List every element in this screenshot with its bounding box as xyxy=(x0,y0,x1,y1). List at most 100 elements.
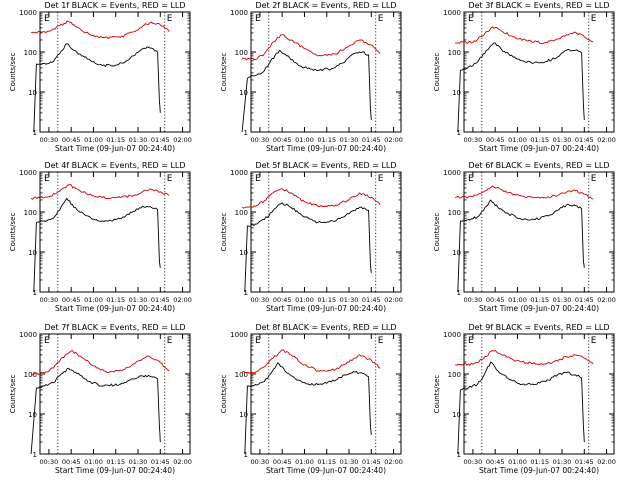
y-tick-label: 100 xyxy=(235,209,248,217)
plot-frame xyxy=(250,333,402,455)
y-tick-label: 10 xyxy=(239,411,248,419)
y-tick-label: 1 xyxy=(33,451,37,459)
x-axis-label: Start Time (09-Jun-07 00:24:40) xyxy=(266,144,386,153)
y-tick-label: 100 xyxy=(235,49,248,57)
detector-panel: Det 3f BLACK = Events, RED = LLD 1 10 100 10… xyxy=(433,1,616,153)
x-axis-label: Start Time (09-Jun-07 00:24:40) xyxy=(479,466,599,475)
y-tick-label: 100 xyxy=(235,371,248,379)
y-tick-label: 100 xyxy=(448,371,461,379)
x-tick-label: 00:45 xyxy=(273,458,292,466)
x-tick-label: 01:30 xyxy=(129,136,148,144)
x-tick-label: 00:30 xyxy=(464,458,483,466)
x-tick-label: 01:45 xyxy=(151,136,170,144)
interval-marker-label: E xyxy=(378,336,384,346)
y-tick-label: 10 xyxy=(28,411,37,419)
series-line xyxy=(457,199,585,293)
y-axis-label: Counts/sec xyxy=(433,375,441,414)
interval-marker-label: E xyxy=(591,174,597,184)
y-tick-label: 100 xyxy=(24,371,37,379)
interval-marker-label: E xyxy=(468,14,474,24)
x-tick-label: 00:30 xyxy=(40,296,59,304)
series-line xyxy=(30,350,170,376)
y-axis-label: Counts/sec xyxy=(9,375,17,414)
y-tick-label: 1 xyxy=(244,451,248,459)
x-tick-label: 01:45 xyxy=(362,136,381,144)
x-tick-label: 01:00 xyxy=(295,458,314,466)
interval-marker-label: E xyxy=(167,14,173,24)
x-tick-label: 01:30 xyxy=(553,458,572,466)
panel-title: Det 6f BLACK = Events, RED = LLD xyxy=(468,161,609,170)
series-line xyxy=(244,362,372,455)
interval-marker-label: E xyxy=(591,336,597,346)
series-line xyxy=(457,361,585,455)
plot-frame xyxy=(463,11,615,133)
plot-frame xyxy=(39,11,191,133)
y-tick-label: 10 xyxy=(452,89,461,97)
x-axis-label: Start Time (09-Jun-07 00:24:40) xyxy=(55,304,175,313)
plot-frame xyxy=(463,171,615,293)
x-axis-label: Start Time (09-Jun-07 00:24:40) xyxy=(55,466,175,475)
x-tick-label: 00:30 xyxy=(251,296,270,304)
y-tick-label: 10 xyxy=(239,249,248,257)
series-line xyxy=(244,202,372,293)
y-tick-label: 1 xyxy=(33,129,37,137)
x-axis-label: Start Time (09-Jun-07 00:24:40) xyxy=(266,304,386,313)
detector-panel: Det 4f BLACK = Events, RED = LLD 1 10 100 10… xyxy=(9,161,192,313)
y-axis-label: Counts/sec xyxy=(220,375,228,414)
x-tick-label: 00:45 xyxy=(62,458,81,466)
panel-title: Det 3f BLACK = Events, RED = LLD xyxy=(468,1,609,10)
x-axis-label: Start Time (09-Jun-07 00:24:40) xyxy=(55,144,175,153)
panel-title: Det 4f BLACK = Events, RED = LLD xyxy=(44,161,185,170)
y-tick-label: 100 xyxy=(24,49,37,57)
x-tick-label: 01:15 xyxy=(530,136,549,144)
x-tick-label: 01:30 xyxy=(553,136,572,144)
interval-marker-label: E xyxy=(44,336,50,346)
y-tick-label: 1 xyxy=(244,129,248,137)
y-tick-label: 1000 xyxy=(443,9,461,17)
y-tick-label: 1000 xyxy=(230,331,248,339)
detector-panel: Det 1f BLACK = Events, RED = LLD 1 10 100 10… xyxy=(9,1,192,153)
y-tick-label: 1 xyxy=(457,451,461,459)
x-tick-label: 00:45 xyxy=(273,296,292,304)
series-line xyxy=(242,34,381,61)
detector-panel: Det 6f BLACK = Events, RED = LLD 1 10 100 10… xyxy=(433,161,616,313)
x-tick-label: 01:45 xyxy=(151,458,170,466)
interval-marker-label: E xyxy=(255,14,261,24)
detector-panel: Det 2f BLACK = Events, RED = LLD 1 10 100 10… xyxy=(220,1,403,153)
y-tick-label: 1 xyxy=(244,289,248,297)
series-line xyxy=(241,349,381,374)
interval-marker-label: E xyxy=(44,174,50,184)
x-tick-label: 01:00 xyxy=(84,296,103,304)
series-line xyxy=(33,197,161,293)
x-tick-label: 01:15 xyxy=(317,296,336,304)
x-tick-label: 02:00 xyxy=(384,136,403,144)
x-tick-label: 00:30 xyxy=(464,136,483,144)
series-line xyxy=(33,43,161,133)
x-axis-label: Start Time (09-Jun-07 00:24:40) xyxy=(479,304,599,313)
x-tick-label: 01:00 xyxy=(295,136,314,144)
x-tick-label: 00:30 xyxy=(40,136,59,144)
y-tick-label: 10 xyxy=(452,249,461,257)
x-tick-label: 01:15 xyxy=(530,458,549,466)
x-tick-label: 02:00 xyxy=(173,296,192,304)
x-tick-label: 01:30 xyxy=(340,458,359,466)
plot-frame xyxy=(463,333,615,455)
x-tick-label: 00:45 xyxy=(273,136,292,144)
x-tick-label: 02:00 xyxy=(173,136,192,144)
y-tick-label: 1 xyxy=(457,129,461,137)
x-tick-label: 01:00 xyxy=(84,458,103,466)
y-tick-label: 1000 xyxy=(230,169,248,177)
interval-marker-label: E xyxy=(167,336,173,346)
x-tick-label: 00:45 xyxy=(486,136,505,144)
interval-marker-label: E xyxy=(468,336,474,346)
x-tick-label: 01:30 xyxy=(340,136,359,144)
y-tick-label: 1000 xyxy=(443,169,461,177)
x-tick-label: 00:30 xyxy=(40,458,59,466)
x-tick-label: 01:00 xyxy=(84,136,103,144)
x-tick-label: 01:45 xyxy=(575,458,594,466)
series-line xyxy=(30,367,161,455)
y-tick-label: 1 xyxy=(457,289,461,297)
x-tick-label: 01:00 xyxy=(295,296,314,304)
x-tick-label: 01:30 xyxy=(129,458,148,466)
x-tick-label: 01:45 xyxy=(362,296,381,304)
